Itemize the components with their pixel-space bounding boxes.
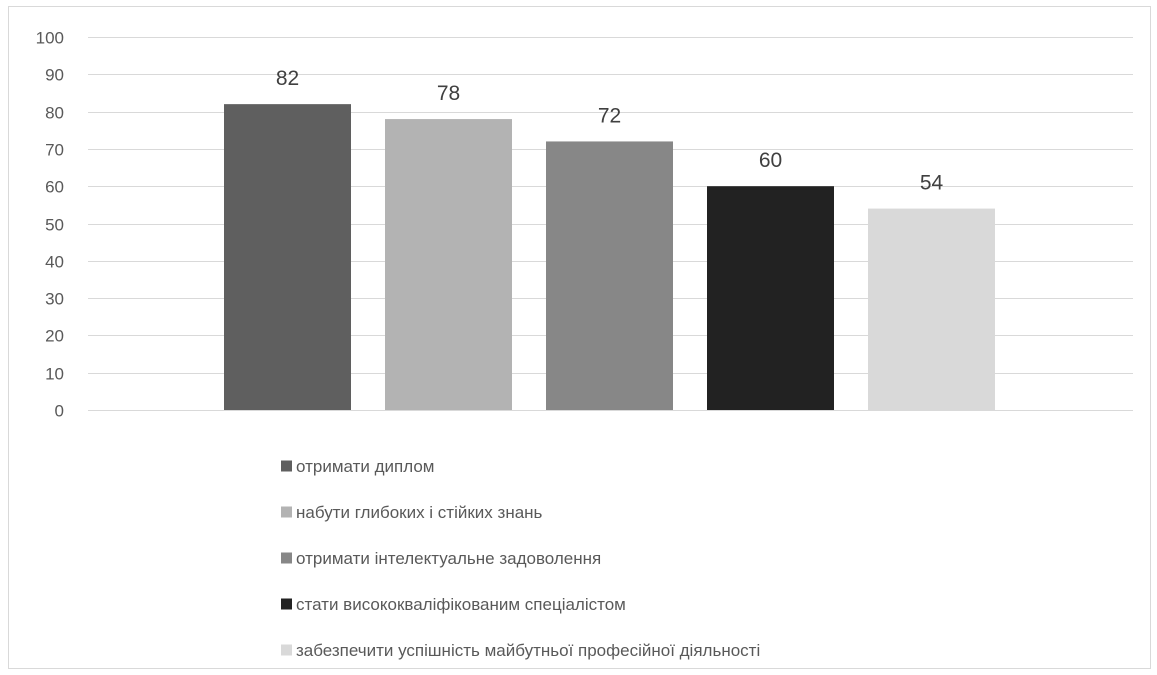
legend-swatch — [281, 644, 292, 656]
legend-swatch — [281, 506, 292, 518]
legend-swatch — [281, 460, 292, 472]
y-axis-tick-labels: 0 10 20 30 40 50 60 70 80 90 100 — [36, 29, 64, 421]
y-tick-label: 0 — [55, 402, 64, 421]
y-tick-label: 30 — [45, 290, 64, 309]
legend-swatch — [281, 552, 292, 564]
y-tick-label: 100 — [36, 29, 64, 48]
bars — [224, 104, 995, 410]
y-tick-label: 50 — [45, 216, 64, 235]
data-labels: 82 78 72 60 54 — [276, 67, 944, 194]
y-tick-label: 60 — [45, 178, 64, 197]
legend: отримати диплом набути глибоких і стійких… — [281, 457, 760, 660]
data-label: 54 — [920, 172, 944, 195]
data-label: 72 — [598, 104, 621, 127]
legend-label: набути глибоких і стійких знань — [296, 503, 543, 522]
legend-swatch — [281, 598, 292, 610]
data-label: 78 — [437, 82, 460, 105]
y-tick-label: 80 — [45, 104, 64, 123]
legend-label: забезпечити успішність майбутньої профес… — [296, 641, 760, 660]
y-tick-label: 20 — [45, 327, 64, 346]
bar — [385, 119, 512, 410]
bar — [224, 104, 351, 410]
legend-label: стати висококваліфікованим спеціалістом — [296, 595, 626, 614]
data-label: 82 — [276, 67, 299, 90]
y-tick-label: 40 — [45, 253, 64, 272]
y-tick-label: 70 — [45, 141, 64, 160]
data-label: 60 — [759, 149, 782, 172]
y-tick-label: 10 — [45, 365, 64, 384]
bar — [707, 186, 834, 410]
bar — [546, 141, 673, 410]
legend-label: отримати інтелектуальне задоволення — [296, 549, 601, 568]
y-tick-label: 90 — [45, 66, 64, 85]
bar — [868, 208, 995, 410]
legend-label: отримати диплом — [296, 457, 434, 476]
